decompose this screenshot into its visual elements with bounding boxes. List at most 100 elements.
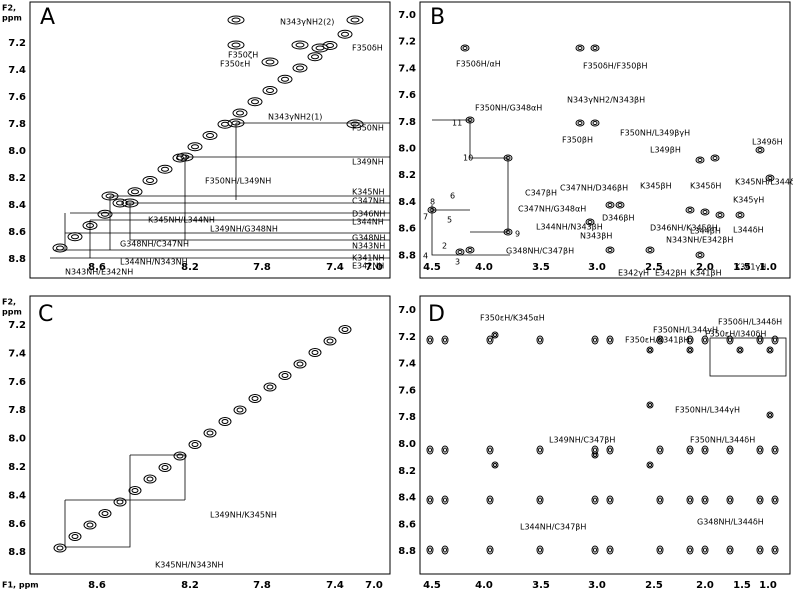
- peak: [486, 335, 494, 345]
- annotation: N343NH/E342βH: [666, 236, 733, 245]
- peak: [86, 223, 94, 228]
- annotation: D346NH: [352, 210, 385, 219]
- x-tick-label: 7.8: [253, 262, 271, 273]
- peak: [756, 445, 764, 455]
- panel-frame: [419, 295, 791, 575]
- annotation: K341βH: [690, 269, 722, 278]
- peak: [726, 335, 734, 345]
- peak: [658, 337, 662, 343]
- peak: [338, 325, 352, 334]
- x-tick-label: 7.4: [326, 580, 344, 591]
- x-tick-label: 8.2: [181, 580, 199, 591]
- y-tick-label: 8.0: [8, 146, 26, 157]
- annotation: F350ζH: [228, 51, 258, 60]
- peak: [491, 461, 499, 469]
- y-tick-label: 7.4: [398, 359, 416, 370]
- annotation: F350NH/L349NH: [205, 177, 271, 186]
- peak: [157, 164, 173, 174]
- peak: [686, 495, 694, 505]
- y-tick-label: 8.8: [8, 547, 26, 558]
- annotation: K341NH: [352, 254, 385, 263]
- peak: [646, 346, 654, 354]
- peak: [127, 187, 143, 197]
- annotation: L344βH: [690, 227, 721, 236]
- y-tick-label: 7.6: [398, 385, 416, 396]
- peak: [323, 336, 337, 346]
- peak: [656, 495, 664, 505]
- peak: [536, 445, 544, 455]
- annotation: N343NH: [352, 242, 385, 251]
- annotation: K341γH: [735, 263, 766, 272]
- annotation: N343βH: [580, 232, 612, 241]
- peak: [116, 499, 124, 505]
- y-tick-label: 7.8: [8, 405, 26, 416]
- peak: [53, 543, 67, 553]
- y-tick-label: 8.2: [398, 170, 416, 181]
- annotation: F350NH/G348αH: [475, 104, 542, 113]
- peak: [656, 335, 664, 345]
- peak: [701, 545, 709, 555]
- peak: [608, 447, 612, 453]
- y-axis-label: F2,: [2, 298, 16, 307]
- panel-frame: [419, 1, 791, 279]
- peak: [756, 335, 764, 345]
- annotation: N343γNH2(1): [268, 113, 322, 122]
- y-tick-label: 7.2: [8, 38, 26, 49]
- peak: [488, 447, 492, 453]
- y-tick-label: 8.8: [398, 546, 416, 557]
- peak: [233, 405, 247, 415]
- peak: [441, 335, 449, 345]
- peak: [232, 108, 248, 118]
- y-axis-label: ppm: [2, 308, 22, 317]
- peak: [686, 445, 694, 455]
- peak: [486, 545, 494, 555]
- annotation: K345NH/N343NH: [155, 561, 223, 570]
- peak: [768, 348, 772, 352]
- peak: [467, 248, 473, 252]
- peak: [428, 447, 432, 453]
- peak: [771, 545, 779, 555]
- annotation: K345NH: [352, 188, 385, 197]
- panel-label: C: [38, 302, 53, 327]
- y-tick-label: 8.6: [8, 227, 26, 238]
- annotation: F350δH/L344δH: [718, 318, 782, 327]
- peak: [756, 545, 764, 555]
- peak: [703, 337, 707, 343]
- y-tick-label: 8.2: [8, 173, 26, 184]
- x-tick-label: 4.5: [423, 262, 441, 273]
- annotation: F350εH/K341βH: [625, 336, 690, 345]
- peak: [758, 447, 762, 453]
- peak: [86, 522, 94, 528]
- peak: [717, 213, 723, 217]
- peak: [180, 154, 190, 160]
- peak: [307, 52, 323, 62]
- annotation: F350NH/L344δH: [690, 436, 755, 445]
- annotation: F350εH/I340δH: [705, 330, 766, 339]
- x-tick-label: 1.0: [759, 262, 777, 273]
- annotation: F350δH/αH: [456, 60, 501, 69]
- peak: [686, 346, 694, 354]
- annotation: G348NH: [352, 234, 385, 243]
- peak: [575, 119, 585, 127]
- annotation: F350δH: [352, 44, 383, 53]
- peak: [593, 547, 597, 553]
- peak: [536, 335, 544, 345]
- peak: [161, 465, 169, 470]
- peak: [695, 156, 705, 164]
- peak: [426, 335, 434, 345]
- peak: [146, 476, 154, 482]
- annotation: 3: [455, 258, 460, 267]
- peak: [758, 337, 762, 343]
- peak: [617, 203, 623, 207]
- annotation: F350εH: [220, 60, 250, 69]
- y-tick-label: 8.8: [398, 250, 416, 261]
- peak: [462, 46, 468, 50]
- y-tick-label: 7.2: [398, 332, 416, 343]
- peak: [427, 206, 437, 214]
- peak: [315, 45, 325, 51]
- y-tick-label: 7.4: [8, 348, 26, 359]
- peak: [658, 547, 662, 553]
- peak: [227, 118, 245, 128]
- annotation: L349βH: [650, 146, 681, 155]
- y-tick-label: 8.2: [398, 466, 416, 477]
